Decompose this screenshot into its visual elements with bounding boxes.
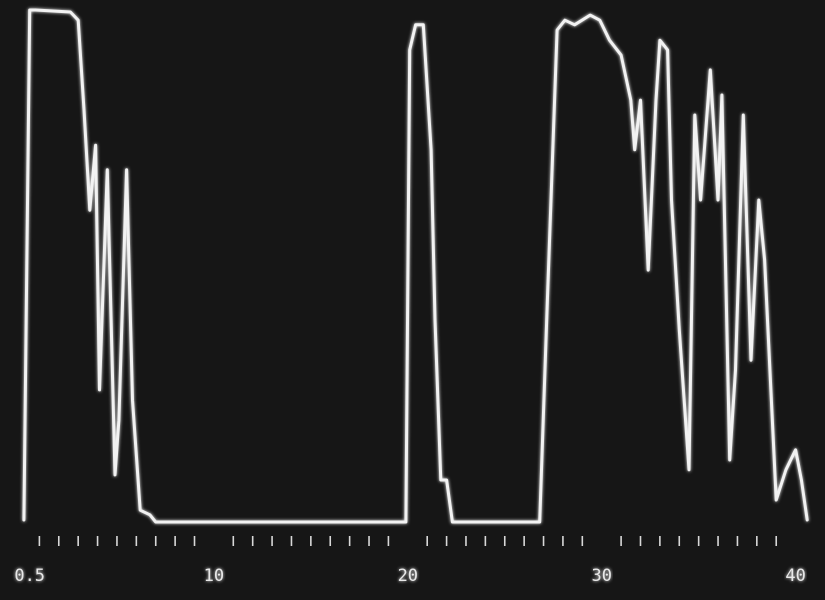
x-tick-label: 0.5 [14, 566, 45, 586]
x-tick-label: 20 [398, 566, 418, 586]
x-tick-label: 40 [785, 566, 805, 586]
x-tick-label: 10 [204, 566, 224, 586]
x-tick-label: 30 [591, 566, 611, 586]
trace [22, 8, 809, 524]
